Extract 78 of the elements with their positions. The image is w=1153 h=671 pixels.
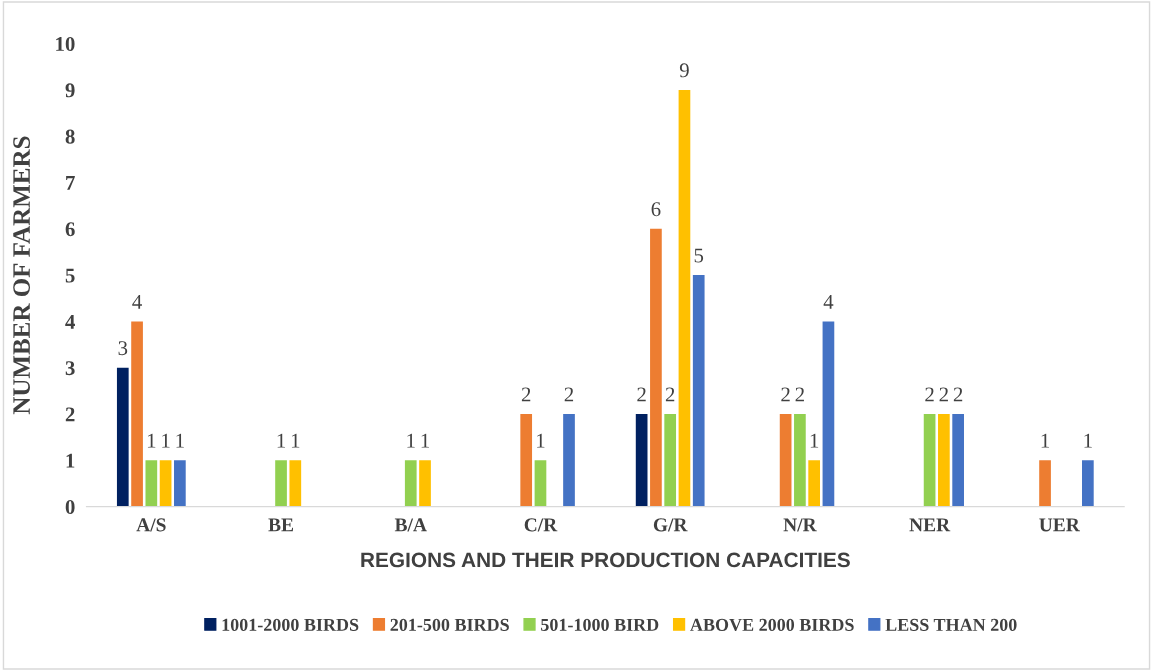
data-label: 2: [939, 387, 948, 402]
y-tick-label: 5: [65, 268, 75, 283]
legend-label: 501-1000 BIRD: [541, 618, 659, 631]
data-label: 3: [118, 341, 128, 356]
x-tick-label: C/R: [524, 518, 558, 532]
data-label: 6: [651, 202, 661, 217]
y-tick-label: 0: [65, 499, 75, 515]
bar: [174, 460, 186, 507]
bar: [650, 228, 662, 507]
data-label: 4: [132, 294, 142, 309]
bar: [159, 460, 172, 507]
x-tick-label: NER: [909, 518, 951, 532]
bar: [1039, 460, 1051, 507]
bar: [275, 460, 287, 507]
x-tick-label: N/R: [783, 518, 817, 532]
bar: [923, 414, 936, 507]
legend-label: 1001-2000 BIRDS: [222, 618, 359, 631]
data-label: 2: [665, 387, 675, 402]
data-label: 2: [953, 387, 963, 402]
y-tick-label: 2: [65, 407, 75, 422]
bar: [808, 460, 821, 507]
y-tick-label: 7: [66, 176, 75, 190]
bar: [563, 414, 575, 507]
bar: [520, 414, 533, 507]
data-label: 1: [1041, 433, 1050, 448]
bar: [1082, 460, 1094, 507]
y-tick-label: 3: [65, 361, 75, 376]
bar: [145, 460, 158, 507]
legend-label: 201-500 BIRDS: [390, 618, 509, 631]
bar: [635, 414, 648, 507]
bar: [678, 89, 691, 507]
data-label: 2: [795, 387, 804, 402]
bar: [938, 414, 950, 507]
bar: [692, 275, 705, 507]
x-tick-label: UER: [1039, 518, 1081, 532]
y-axis-title: NUMBER OF FARMERS: [13, 136, 31, 415]
legend-label: ABOVE 2000 BIRDS: [690, 618, 854, 632]
data-label: 1: [176, 433, 184, 448]
y-tick-label: 9: [65, 83, 75, 98]
bar: [779, 414, 792, 507]
data-label: 5: [694, 248, 704, 263]
bar: [419, 460, 431, 507]
data-label: 1: [810, 433, 819, 448]
data-label: 1: [407, 433, 415, 448]
y-tick-label: 1: [66, 453, 75, 468]
bar: [131, 321, 143, 507]
bar: [404, 460, 417, 507]
bar: [664, 414, 677, 507]
data-label: 1: [147, 433, 156, 448]
x-tick-label: B/A: [394, 518, 427, 532]
data-label: 4: [823, 294, 834, 309]
data-label: 2: [925, 387, 934, 402]
data-label: 1: [537, 433, 545, 448]
x-tick-label: BE: [268, 518, 294, 532]
legend-label: LESS THAN 200: [885, 618, 1017, 631]
data-label: 9: [679, 63, 689, 78]
y-tick-label: 4: [65, 314, 75, 329]
data-label: 1: [421, 433, 429, 448]
bar: [794, 414, 806, 507]
bar: [289, 460, 302, 507]
data-label: 1: [1084, 433, 1092, 448]
bar: [952, 414, 964, 507]
data-label: 2: [564, 387, 574, 402]
x-tick-label: G/R: [653, 518, 688, 532]
data-label: 2: [781, 387, 790, 402]
y-tick-label: 10: [56, 36, 75, 52]
bar: [822, 321, 835, 507]
data-label: 1: [162, 433, 170, 448]
data-label: 1: [291, 433, 300, 448]
y-tick-label: 6: [65, 222, 75, 237]
bar: [116, 367, 129, 507]
data-label: 1: [277, 433, 285, 448]
x-tick-label: A/S: [136, 518, 166, 532]
x-axis-title: REGIONS AND THEIR PRODUCTION CAPACITIES: [361, 552, 850, 568]
y-tick-label: 8: [65, 129, 75, 144]
bar: [534, 460, 547, 507]
data-label: 2: [637, 387, 646, 402]
data-label: 2: [521, 387, 531, 402]
